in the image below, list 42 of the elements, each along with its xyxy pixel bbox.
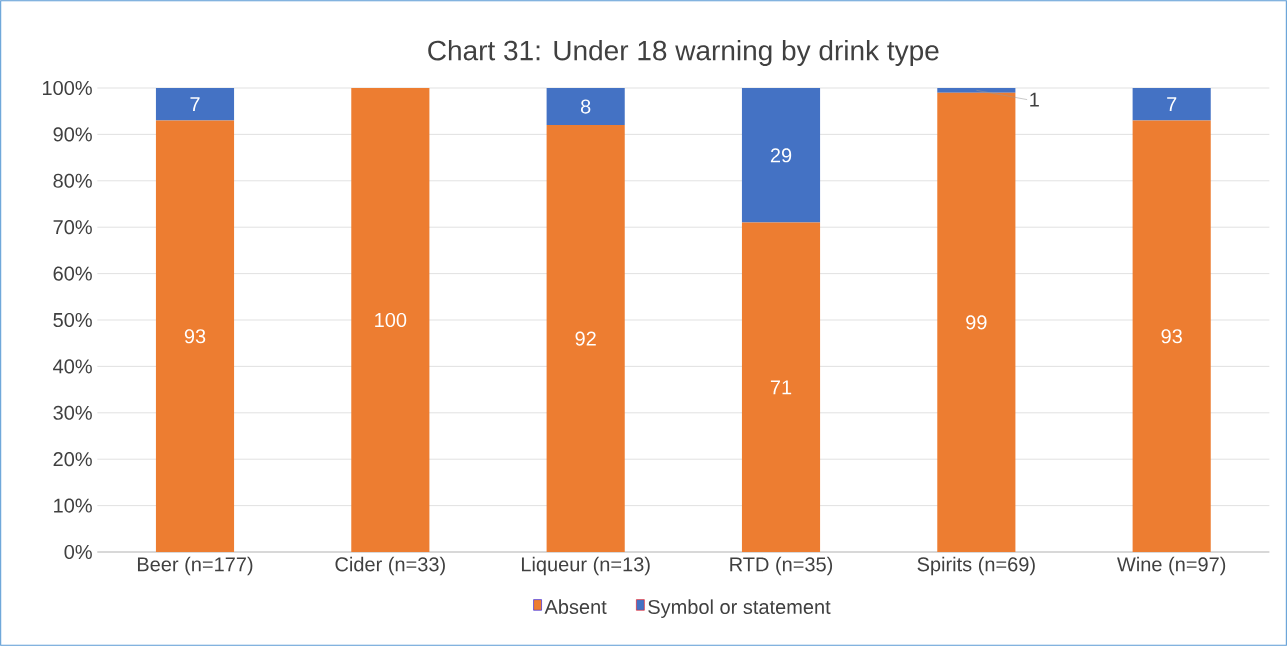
x-tick-label: Cider (n=33) (335, 556, 445, 576)
data-label: 99 (966, 315, 987, 330)
chart-title: Chart 31: Under 18 warning by drink type (428, 39, 939, 66)
y-tick-label: 100% (43, 80, 92, 96)
y-tick-label: 40% (53, 359, 92, 374)
y-tick-label: 30% (53, 405, 92, 420)
y-tick-label: 0% (64, 544, 92, 560)
bar (546, 125, 625, 552)
data-label: 71 (770, 380, 792, 395)
data-label: 93 (184, 329, 206, 344)
data-label: 7 (1167, 97, 1177, 112)
bar (1132, 120, 1211, 552)
data-label: 100 (375, 312, 407, 328)
y-tick-label: 20% (53, 452, 92, 467)
bar (155, 120, 235, 552)
legend-label: Symbol or statement (648, 599, 831, 618)
x-tick-label: Spirits (n=69) (917, 556, 1035, 576)
x-tick-label: Liqueur (n=13) (521, 556, 650, 576)
bar (546, 88, 625, 126)
data-label: 7 (190, 97, 200, 112)
x-tick-label: Beer (n=177) (137, 556, 253, 576)
x-tick-label: Wine (n=97) (1117, 556, 1226, 576)
y-tick-label: 60% (53, 266, 92, 281)
y-tick-label: 10% (54, 498, 92, 513)
bar (741, 222, 821, 552)
x-tick-label: RTD (n=35) (730, 556, 833, 576)
data-label: 93 (1161, 329, 1182, 344)
bar (1132, 88, 1211, 121)
y-tick-label: 80% (53, 173, 92, 188)
data-label: 1 (1030, 92, 1039, 107)
y-tick-label: 70% (53, 220, 92, 235)
legend-label: Absent (544, 599, 607, 615)
y-tick-label: 50% (53, 312, 92, 328)
bar (351, 88, 430, 552)
y-tick-label: 90% (53, 127, 92, 142)
data-label: 92 (575, 331, 596, 346)
data-label: 8 (580, 99, 591, 114)
data-label: 29 (770, 148, 792, 163)
bar (937, 88, 1016, 93)
bar (937, 92, 1016, 552)
bar (741, 88, 821, 223)
bar (155, 88, 235, 121)
